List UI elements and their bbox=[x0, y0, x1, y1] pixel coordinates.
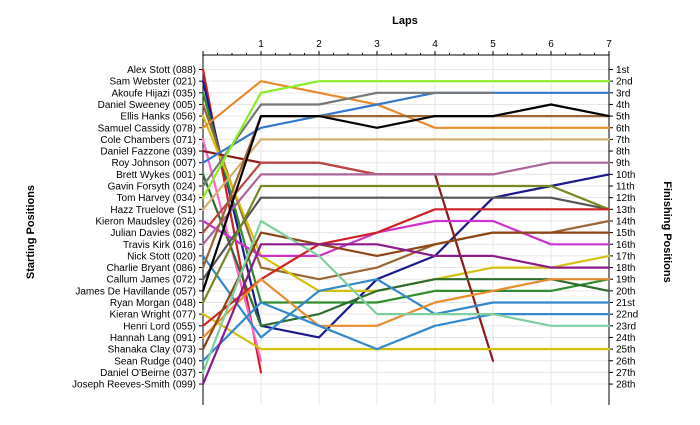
series-group bbox=[201, 68, 611, 386]
grid bbox=[203, 55, 610, 405]
series-line bbox=[201, 114, 611, 292]
starting-position-label: Nick Stott (020) bbox=[127, 251, 196, 262]
finishing-position-label: 19th bbox=[616, 275, 635, 286]
finishing-position-label: 10th bbox=[616, 170, 635, 181]
finishing-position-label: 4th bbox=[616, 100, 630, 111]
series-line bbox=[201, 313, 611, 351]
starting-position-label: Henri Lord (055) bbox=[123, 321, 196, 332]
starting-position-label: Kieron Maudsley (026) bbox=[95, 216, 196, 227]
series-line bbox=[201, 243, 611, 386]
right-axis-label: Finishing Positions bbox=[661, 181, 673, 282]
starting-position-label: Daniel Fazzone (039) bbox=[100, 147, 196, 158]
finishing-position-label: 25th bbox=[616, 345, 635, 356]
lap-tick-label: 2 bbox=[316, 39, 322, 50]
axes bbox=[199, 51, 613, 405]
series-line bbox=[201, 91, 611, 164]
starting-position-label: Callum James (072) bbox=[107, 275, 196, 286]
finishing-position-label: 27th bbox=[616, 368, 635, 379]
lap-tick-label: 4 bbox=[432, 39, 438, 50]
lap-tick-label: 7 bbox=[606, 39, 612, 50]
starting-position-label: Charlie Bryant (086) bbox=[107, 263, 196, 274]
starting-position-label: Roy Johnson (007) bbox=[112, 158, 197, 169]
finishing-position-label: 5th bbox=[616, 112, 630, 123]
series-line bbox=[201, 161, 611, 246]
finishing-position-label: 28th bbox=[616, 380, 635, 391]
series-line bbox=[201, 80, 611, 199]
finishing-position-label: 8th bbox=[616, 147, 630, 158]
series-line bbox=[201, 103, 611, 281]
finishing-position-label: 6th bbox=[616, 123, 630, 134]
lap-tick-labels: 1 2 3 4 5 6 7 bbox=[258, 39, 612, 50]
finishing-position-label: 12th bbox=[616, 193, 635, 204]
starting-position-label: Brett Wykes (001) bbox=[116, 170, 196, 181]
finishing-position-label: 2nd bbox=[616, 77, 633, 88]
series-line bbox=[201, 103, 611, 292]
finishing-position-label: 24th bbox=[616, 333, 635, 344]
starting-position-label: Julian Davies (082) bbox=[110, 228, 196, 239]
finishing-position-label: 17th bbox=[616, 251, 635, 262]
starting-position-label: Sam Webster (021) bbox=[109, 77, 196, 88]
finishing-position-label: 13th bbox=[616, 205, 635, 216]
starting-position-label: Daniel Sweeney (005) bbox=[98, 100, 196, 111]
left-axis-label: Starting Positions bbox=[25, 185, 37, 279]
series-line bbox=[201, 91, 495, 188]
finishing-position-label: 20th bbox=[616, 286, 635, 297]
finishing-position-label: 26th bbox=[616, 356, 635, 367]
starting-position-label: Akoufe Hijazi (035) bbox=[112, 88, 196, 99]
lap-tick-label: 3 bbox=[374, 39, 380, 50]
series-line bbox=[201, 196, 611, 281]
starting-position-label: Hannah Lang (091) bbox=[110, 333, 196, 344]
series-line bbox=[201, 184, 611, 304]
finishing-position-label: 16th bbox=[616, 240, 635, 251]
starting-position-label: Samuel Cassidy (078) bbox=[98, 123, 196, 134]
series-line bbox=[201, 219, 611, 374]
lap-tick-label: 5 bbox=[490, 39, 496, 50]
starting-position-label: Cole Chambers (071) bbox=[100, 135, 196, 146]
starting-position-label: Travis Kirk (016) bbox=[123, 240, 196, 251]
finishing-position-label: 7th bbox=[616, 135, 630, 146]
finishing-position-label: 3rd bbox=[616, 88, 630, 99]
finishing-position-label: 21st bbox=[616, 298, 635, 309]
top-axis-label: Laps bbox=[392, 15, 418, 27]
finishing-position-label: 15th bbox=[616, 228, 635, 239]
starting-position-label: Daniel O'Beirne (037) bbox=[100, 368, 196, 379]
series-line bbox=[201, 80, 611, 339]
starting-position-label: Gavin Forsyth (024) bbox=[108, 182, 196, 193]
finishing-position-label: 18th bbox=[616, 263, 635, 274]
finishing-position-label: 1st bbox=[616, 65, 630, 76]
series-line bbox=[201, 301, 611, 362]
starting-position-label: Hazz Truelove (S1) bbox=[110, 205, 196, 216]
starting-position-label: Tom Harvey (034) bbox=[117, 193, 196, 204]
starting-position-label: Shanaka Clay (073) bbox=[108, 345, 196, 356]
series-line bbox=[201, 278, 611, 339]
starting-position-label: Joseph Reeves-Smith (099) bbox=[72, 380, 196, 391]
finishing-position-label: 23rd bbox=[616, 321, 636, 332]
finishing-position-label: 11th bbox=[616, 182, 635, 193]
series-line bbox=[201, 219, 611, 257]
finishing-position-label: 14th bbox=[616, 216, 635, 227]
starting-position-label: Alex Stott (088) bbox=[127, 65, 196, 76]
starting-position-label: James De Havillande (057) bbox=[75, 286, 196, 297]
finishing-position-labels: 1st2nd3rd4th5th6th7th8th9th10th11th12th1… bbox=[616, 65, 638, 391]
series-line bbox=[201, 173, 611, 327]
finishing-position-label: 22nd bbox=[616, 310, 638, 321]
lap-tick-label: 1 bbox=[258, 39, 264, 50]
starting-position-labels: Alex Stott (088)Sam Webster (021)Akoufe … bbox=[72, 65, 196, 391]
lap-tick-label: 6 bbox=[548, 39, 554, 50]
finishing-position-label: 9th bbox=[616, 158, 630, 169]
series-line bbox=[201, 208, 611, 327]
series-line bbox=[201, 138, 611, 211]
starting-position-label: Ellis Hanks (056) bbox=[120, 112, 196, 123]
starting-position-label: Kieran Wright (077) bbox=[109, 310, 196, 321]
starting-position-label: Ryan Morgan (048) bbox=[110, 298, 196, 309]
series-line bbox=[201, 254, 611, 339]
starting-position-label: Sean Rudge (040) bbox=[114, 356, 196, 367]
